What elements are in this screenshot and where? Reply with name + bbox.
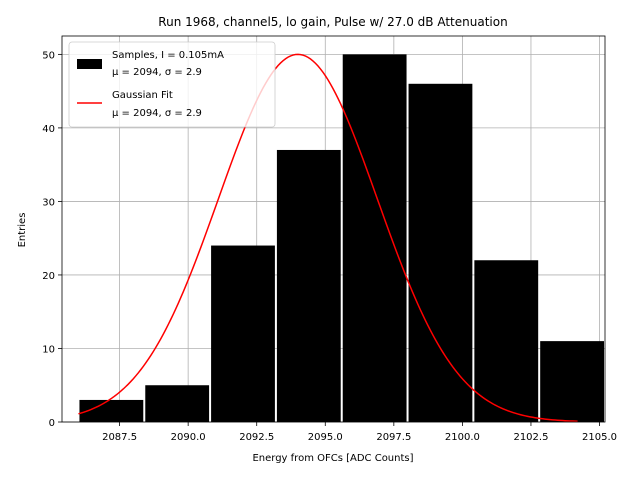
histogram-bar xyxy=(408,83,473,423)
x-axis-ticks: 2087.5 2090.0 2092.5 2095.0 2097.5 2100.0 2102… xyxy=(102,422,617,443)
gaussian-fit-line xyxy=(78,53,578,422)
legend-box xyxy=(68,41,276,128)
histogram-bar xyxy=(342,54,407,422)
histogram-bars xyxy=(79,54,604,423)
y-tick-label: 40 xyxy=(42,124,55,135)
legend-label-fit-line1: Gaussian Fit xyxy=(112,90,173,101)
x-axis-label: Energy from OFCs [ADC Counts] xyxy=(252,453,413,464)
y-tick-label: 50 xyxy=(42,50,55,61)
y-tick-label: 0 xyxy=(49,418,55,429)
x-tick-label: 2087.5 xyxy=(102,432,137,443)
histogram-bar xyxy=(276,149,341,422)
y-axis-ticks: 0 10 20 30 40 50 xyxy=(42,50,62,429)
histogram-bar xyxy=(145,385,210,422)
y-axis-label: Entries xyxy=(17,213,28,248)
histogram-bar xyxy=(474,260,539,422)
x-tick-label: 2097.5 xyxy=(376,432,411,443)
x-tick-label: 2102.5 xyxy=(513,432,548,443)
legend-label-samples-line2: μ = 2094, σ = 2.9 xyxy=(112,67,202,78)
plot-frame xyxy=(61,35,606,423)
legend-swatch-samples xyxy=(77,59,102,69)
chart-title: Run 1968, channel5, lo gain, Pulse w/ 27… xyxy=(158,15,507,29)
y-tick-label: 20 xyxy=(42,271,55,282)
histogram-bar xyxy=(211,245,275,422)
x-tick-label: 2090.0 xyxy=(171,432,206,443)
x-tick-label: 2092.5 xyxy=(239,432,274,443)
histogram-bar xyxy=(79,399,144,422)
x-tick-label: 2100.0 xyxy=(445,432,480,443)
x-tick-label: 2095.0 xyxy=(308,432,343,443)
legend-label-fit-line2: μ = 2094, σ = 2.9 xyxy=(112,108,202,119)
histogram-bar xyxy=(540,341,604,422)
x-tick-label: 2105.0 xyxy=(582,432,617,443)
y-tick-label: 10 xyxy=(42,344,55,355)
legend-label-samples-line1: Samples, I = 0.105mA xyxy=(112,50,224,61)
legend: Samples, I = 0.105mA μ = 2094, σ = 2.9 G… xyxy=(68,41,276,128)
y-tick-label: 30 xyxy=(42,197,55,208)
